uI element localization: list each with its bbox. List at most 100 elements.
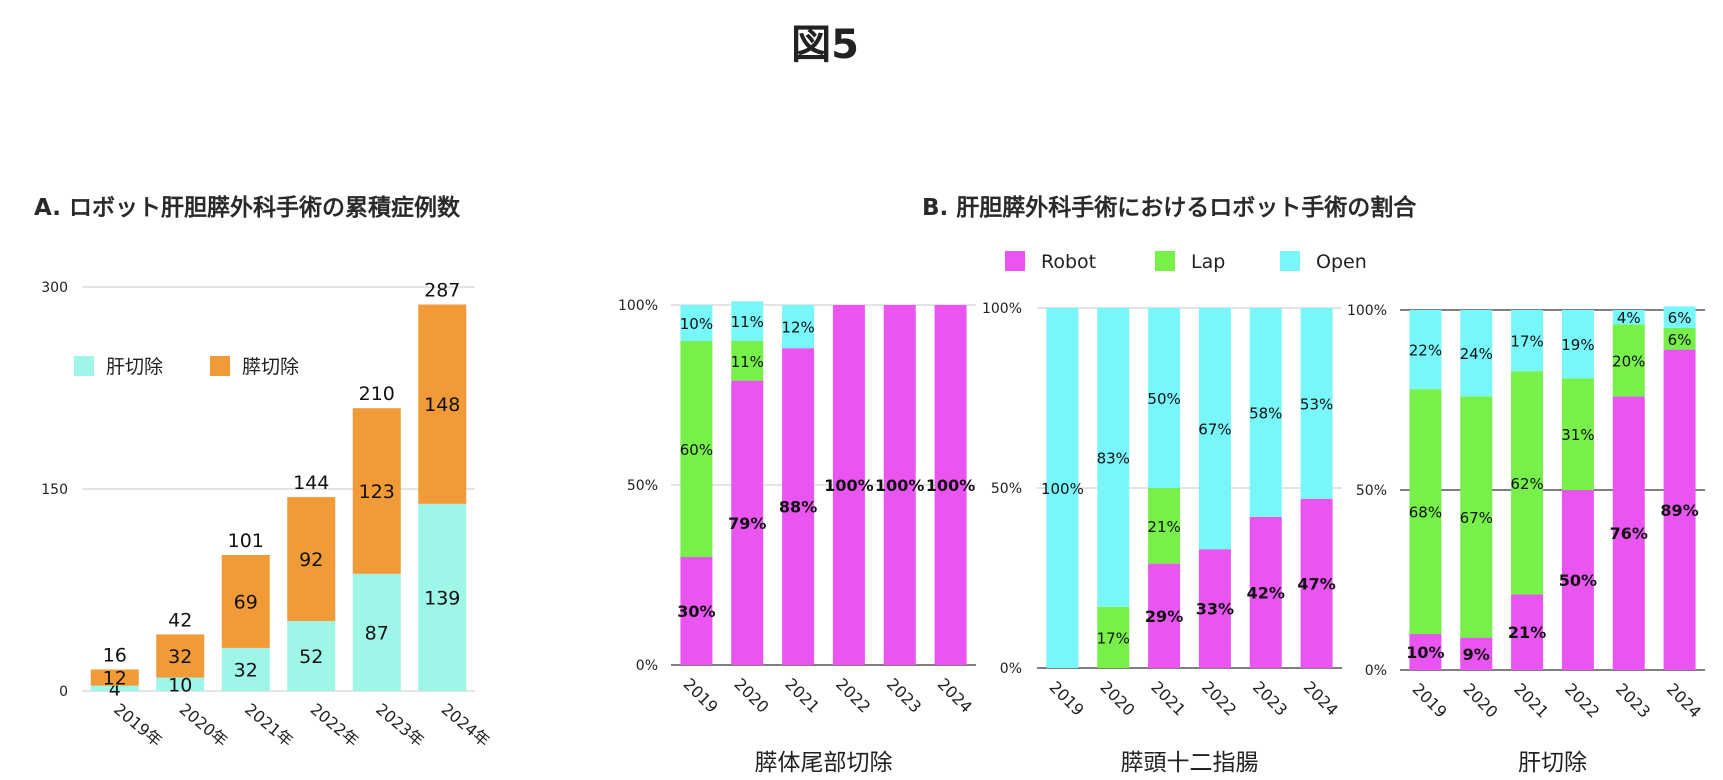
legend-label-liver: 肝切除 bbox=[106, 356, 163, 378]
segment-label: 12 bbox=[103, 668, 127, 690]
bar-segment bbox=[1300, 308, 1333, 499]
bar-segment bbox=[156, 634, 205, 678]
bar-segment bbox=[90, 685, 139, 691]
x-tick-label: 2019 bbox=[1046, 677, 1088, 719]
percent-label: 47% bbox=[1297, 574, 1335, 593]
legend-swatch-pancreas bbox=[210, 356, 230, 376]
bar-segment bbox=[731, 301, 764, 341]
x-tick-label: 2020 bbox=[730, 674, 772, 716]
bar-segment bbox=[90, 669, 139, 686]
bar-segment bbox=[1561, 310, 1594, 379]
percent-label: 83% bbox=[1097, 449, 1130, 467]
bar-segment bbox=[1409, 389, 1442, 634]
y-tick-label: 300 bbox=[41, 280, 68, 296]
bar-segment bbox=[352, 573, 401, 691]
bar-segment bbox=[1249, 308, 1282, 517]
x-tick-label: 2024 bbox=[1663, 679, 1705, 721]
percent-label: 6% bbox=[1668, 309, 1692, 327]
bar-segment bbox=[1663, 306, 1696, 328]
legend-label-robot: Robot bbox=[1041, 251, 1096, 273]
percent-label: 11% bbox=[731, 313, 764, 331]
legend-swatch-liver bbox=[74, 356, 94, 376]
percent-label: 19% bbox=[1561, 336, 1594, 354]
x-tick-label: 2021年 bbox=[241, 700, 297, 751]
x-tick-label: 2023 bbox=[1249, 677, 1291, 719]
x-tick-label: 2021 bbox=[781, 674, 823, 716]
y-tick-label: 150 bbox=[41, 482, 68, 498]
bar-segment bbox=[1249, 516, 1282, 668]
bar-segment bbox=[1046, 308, 1079, 668]
bar-segment bbox=[1198, 308, 1231, 550]
segment-label: 32 bbox=[234, 659, 258, 681]
y-tick-label: 0 bbox=[59, 684, 68, 700]
x-tick-label: 2022 bbox=[1561, 679, 1603, 721]
percent-label: 79% bbox=[728, 514, 766, 533]
bar-segment bbox=[1612, 396, 1645, 670]
bar-segment bbox=[1198, 549, 1231, 668]
percent-label: 60% bbox=[680, 441, 713, 459]
segment-label: 32 bbox=[168, 646, 192, 668]
percent-label: 29% bbox=[1145, 607, 1183, 626]
figure-title: 図5 bbox=[791, 22, 859, 68]
bar-segment bbox=[1511, 594, 1544, 670]
total-label: 287 bbox=[424, 280, 460, 302]
x-tick-label: 2023 bbox=[883, 674, 925, 716]
bar-segment bbox=[731, 341, 764, 381]
bar-segment bbox=[1561, 490, 1594, 670]
x-tick-label: 2024年 bbox=[438, 700, 494, 751]
percent-label: 67% bbox=[1460, 509, 1493, 527]
legend-label-pancreas: 膵切除 bbox=[242, 356, 299, 378]
bar-segment bbox=[782, 348, 815, 665]
bar-segment bbox=[1460, 637, 1493, 670]
percent-label: 50% bbox=[1147, 390, 1180, 408]
percent-label: 76% bbox=[1610, 524, 1648, 543]
bar-segment bbox=[1612, 324, 1645, 397]
x-tick-label: 2023年 bbox=[372, 700, 428, 751]
percent-label: 31% bbox=[1561, 426, 1594, 444]
bar-segment bbox=[1409, 634, 1442, 670]
percent-label: 21% bbox=[1147, 518, 1180, 536]
subchart-title: 肝切除 bbox=[1518, 750, 1587, 776]
x-tick-label: 2020 bbox=[1459, 679, 1501, 721]
panel-a-title: A. ロボット肝胆膵外科手術の累積症例数 bbox=[34, 195, 460, 221]
percent-label: 17% bbox=[1097, 629, 1130, 647]
segment-label: 87 bbox=[365, 622, 389, 644]
subchart-title: 膵体尾部切除 bbox=[755, 750, 893, 776]
bar-segment bbox=[418, 503, 467, 691]
bar-segment bbox=[680, 305, 713, 341]
legend-label-open: Open bbox=[1316, 251, 1367, 273]
x-tick-label: 2019 bbox=[1409, 679, 1451, 721]
y-tick-label: 100% bbox=[1347, 303, 1387, 319]
bar-segment bbox=[1511, 371, 1544, 595]
percent-label: 42% bbox=[1247, 583, 1285, 602]
segment-label: 123 bbox=[359, 481, 395, 503]
legend-label-lap: Lap bbox=[1191, 251, 1225, 273]
percent-label: 10% bbox=[680, 315, 713, 333]
x-tick-label: 2023 bbox=[1612, 679, 1654, 721]
percent-label: 21% bbox=[1508, 623, 1546, 642]
segment-label: 52 bbox=[299, 646, 323, 668]
total-label: 42 bbox=[168, 609, 192, 631]
x-tick-label: 2019 bbox=[680, 674, 722, 716]
bar-segment bbox=[832, 305, 865, 665]
percent-label: 22% bbox=[1409, 342, 1442, 360]
percent-label: 62% bbox=[1510, 475, 1543, 493]
total-label: 210 bbox=[359, 383, 395, 405]
percent-label: 88% bbox=[779, 498, 817, 517]
percent-label: 33% bbox=[1196, 600, 1234, 619]
bar-segment bbox=[1300, 498, 1333, 668]
bar-segment bbox=[1148, 563, 1181, 668]
bar-segment bbox=[1612, 310, 1645, 325]
y-tick-label: 50% bbox=[627, 478, 658, 494]
percent-label: 100% bbox=[926, 476, 975, 495]
percent-label: 67% bbox=[1198, 421, 1231, 439]
segment-label: 92 bbox=[299, 549, 323, 571]
bar-segment bbox=[782, 305, 815, 349]
x-tick-label: 2024 bbox=[934, 674, 976, 716]
bar-segment bbox=[1409, 310, 1442, 390]
bar-segment bbox=[680, 557, 713, 665]
percent-label: 50% bbox=[1559, 571, 1597, 590]
x-tick-label: 2019年 bbox=[110, 700, 166, 751]
percent-label: 24% bbox=[1460, 345, 1493, 363]
